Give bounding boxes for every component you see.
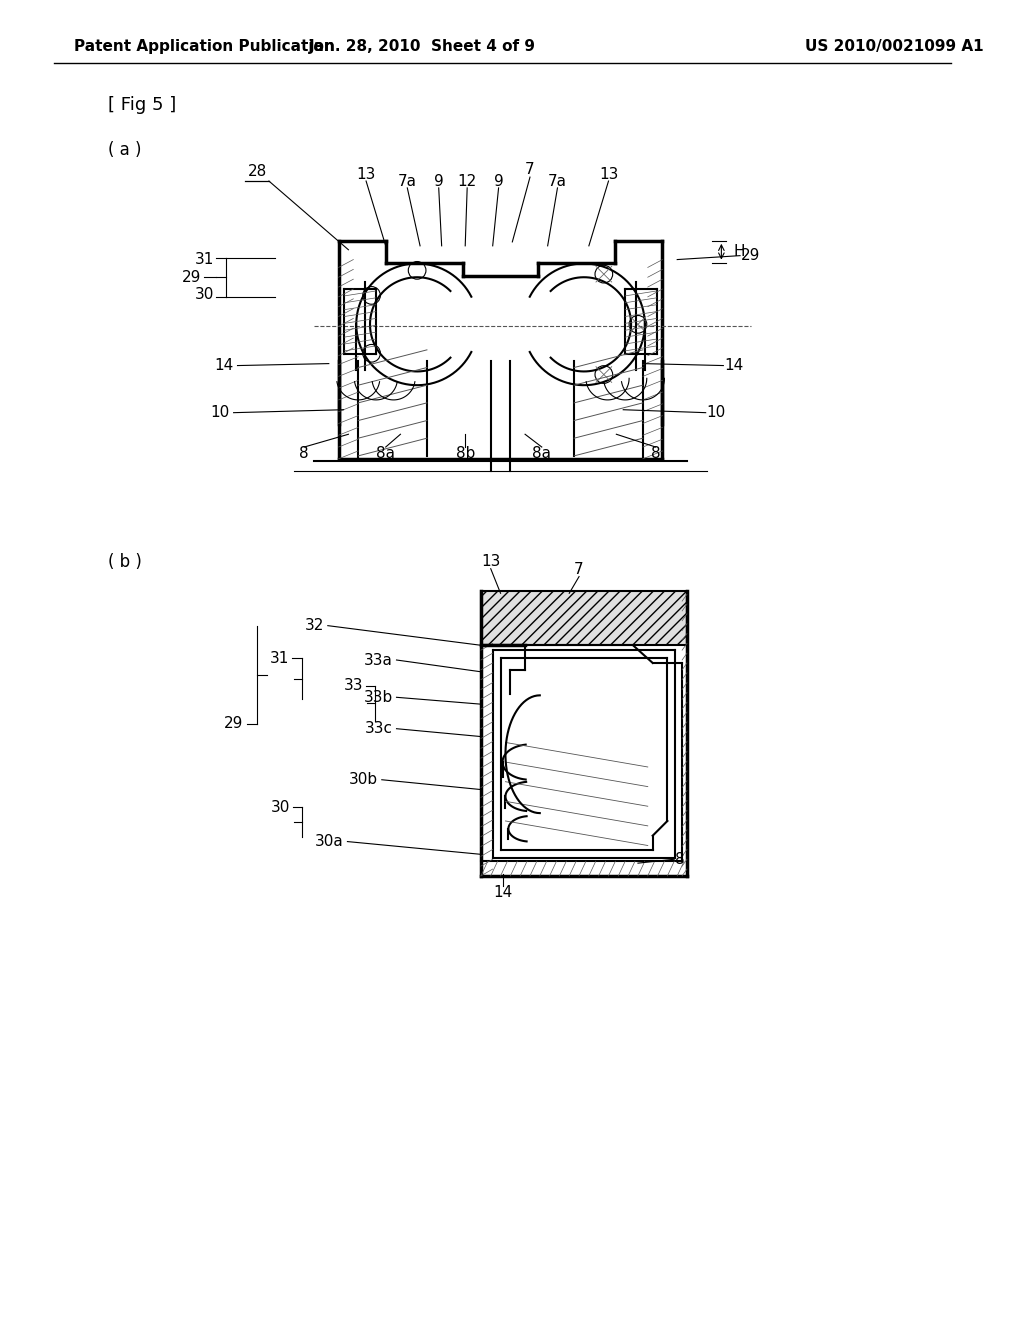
Text: 31: 31 xyxy=(270,651,290,665)
Text: H: H xyxy=(733,244,744,259)
Text: 30a: 30a xyxy=(314,834,343,849)
Text: 14: 14 xyxy=(724,358,743,374)
Text: 33b: 33b xyxy=(364,690,392,705)
Text: 8: 8 xyxy=(651,446,660,462)
Text: 9: 9 xyxy=(494,173,504,189)
Text: 9: 9 xyxy=(434,173,443,189)
Text: Patent Application Publication: Patent Application Publication xyxy=(74,40,335,54)
Text: 7a: 7a xyxy=(397,173,417,189)
Text: 30: 30 xyxy=(195,288,214,302)
Text: 7: 7 xyxy=(574,562,584,577)
Text: 30b: 30b xyxy=(349,772,378,787)
Text: 29: 29 xyxy=(182,269,201,285)
Text: 8: 8 xyxy=(299,446,309,462)
Text: 33: 33 xyxy=(344,678,364,693)
Polygon shape xyxy=(481,591,687,645)
Text: 13: 13 xyxy=(356,166,376,182)
Text: 7: 7 xyxy=(525,162,535,177)
Text: 7a: 7a xyxy=(548,173,567,189)
Text: 10: 10 xyxy=(210,405,229,420)
Text: 29: 29 xyxy=(224,717,244,731)
Text: ( a ): ( a ) xyxy=(108,141,141,158)
Text: 13: 13 xyxy=(599,166,618,182)
Text: 13: 13 xyxy=(481,554,501,569)
Text: 14: 14 xyxy=(493,886,512,900)
Text: Jan. 28, 2010  Sheet 4 of 9: Jan. 28, 2010 Sheet 4 of 9 xyxy=(308,40,536,54)
Text: 29: 29 xyxy=(741,248,761,263)
Text: 12: 12 xyxy=(458,173,477,189)
Text: 8: 8 xyxy=(675,851,685,867)
Text: 8a: 8a xyxy=(532,446,551,462)
Text: 31: 31 xyxy=(195,252,214,267)
Text: 30: 30 xyxy=(271,800,291,814)
Text: 8b: 8b xyxy=(456,446,475,462)
Text: 8a: 8a xyxy=(376,446,395,462)
Text: 28: 28 xyxy=(248,164,267,180)
Text: ( b ): ( b ) xyxy=(108,553,142,570)
Text: US 2010/0021099 A1: US 2010/0021099 A1 xyxy=(805,40,983,54)
Text: 33a: 33a xyxy=(364,652,392,668)
Text: [ Fig 5 ]: [ Fig 5 ] xyxy=(108,96,176,115)
Text: 10: 10 xyxy=(707,405,726,420)
Text: 33c: 33c xyxy=(365,721,392,737)
Text: 32: 32 xyxy=(304,618,324,634)
Text: 14: 14 xyxy=(214,358,233,374)
